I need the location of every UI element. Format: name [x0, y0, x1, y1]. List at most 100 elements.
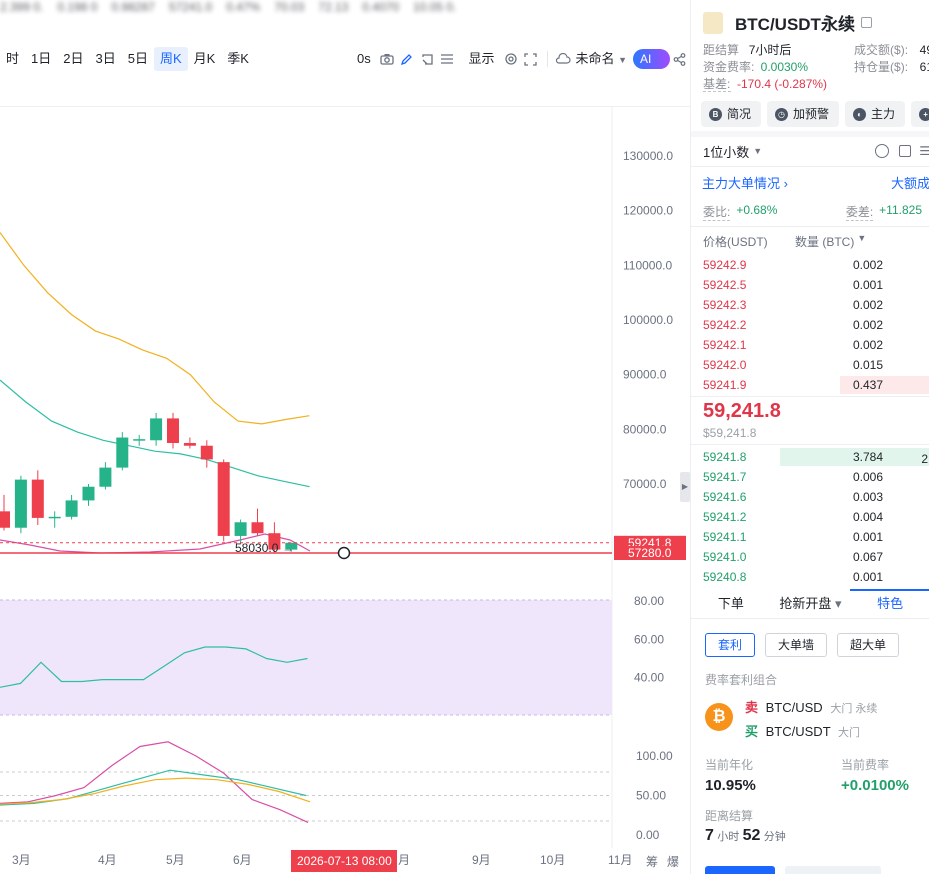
line-handle[interactable] [337, 546, 351, 560]
kline-chart[interactable]: 130000.0 120000.0 110000.0 100000.0 90000.0 8… [0, 0, 690, 874]
candle-body[interactable] [183, 443, 196, 446]
tab-1[interactable]: 抢新开盘 ▾ [771, 589, 851, 618]
candle-body[interactable] [251, 522, 264, 534]
orderbook-row[interactable]: 59241.6 0.003 [691, 487, 929, 507]
candle-body[interactable] [167, 418, 179, 443]
tab-0[interactable]: 下单 [691, 589, 771, 618]
fullscreen-icon[interactable] [524, 47, 538, 71]
interval-5[interactable]: 周K [153, 47, 188, 71]
cloud-icon[interactable] [555, 47, 572, 71]
sell-symbol: BTC/USD [765, 700, 823, 715]
candle-body[interactable] [217, 462, 230, 536]
candle-body[interactable] [31, 479, 44, 518]
candle-body[interactable] [285, 542, 298, 550]
price-axis-label: 90000.0 [623, 368, 667, 382]
interval-2[interactable]: 2日 [63, 51, 84, 66]
indicator1-axis-label: 40.00 [634, 671, 664, 685]
price-axis-label: 130000.0 [623, 149, 673, 163]
tab-label: 特色 [877, 596, 904, 611]
grid-icon[interactable] [440, 47, 454, 71]
orderbook-row[interactable]: 59242.0 0.015 [691, 355, 929, 375]
time-axis-label: 6月 [233, 853, 252, 867]
pen-icon[interactable] [400, 47, 414, 71]
candle-body[interactable] [150, 418, 163, 441]
settings-icon[interactable] [503, 47, 517, 71]
list-icon[interactable]: ☰ [919, 144, 929, 158]
order-qty: 0.003 [853, 490, 884, 504]
order-price: 59241.0 [703, 550, 747, 564]
interval-1[interactable]: 1日 [31, 51, 52, 66]
symbol-title: BTC/USDT永续 [735, 15, 855, 34]
interval-7[interactable]: 季K [227, 51, 249, 66]
ticker-item: 0.98287 [111, 0, 155, 14]
orderbook-row[interactable]: 59241.9 0.437 [691, 375, 929, 395]
candle-body[interactable] [116, 437, 129, 468]
candle-body[interactable] [200, 445, 213, 460]
orderbook-row[interactable]: 59241.1 0.001 [691, 527, 929, 547]
interval-3[interactable]: 3日 [95, 51, 116, 66]
indicator2-axis-label: 50.00 [636, 789, 666, 803]
camera-icon[interactable] [380, 47, 394, 71]
more-button[interactable]: + [911, 101, 929, 127]
ma-orange-line [0, 232, 310, 425]
gear-icon[interactable] [875, 144, 890, 158]
orderbook-row[interactable]: 59241.8 3.784 2 [691, 447, 929, 467]
settle-label: 距结算 [703, 43, 740, 57]
orderbook-row[interactable]: 59240.8 0.001 [691, 567, 929, 587]
chip-0[interactable]: 套利 [705, 633, 756, 657]
depth-bar [840, 376, 929, 394]
share-icon[interactable] [673, 47, 687, 71]
interval-6[interactable]: 月K [193, 51, 216, 66]
chip-1[interactable]: 大单墙 [765, 633, 828, 657]
alert-button[interactable]: ◷ 加预警 [767, 101, 840, 127]
orderbook-row[interactable]: 59242.9 0.002 [691, 255, 929, 275]
candle-body[interactable] [133, 439, 146, 441]
candle-body[interactable] [234, 522, 247, 536]
copy-icon[interactable] [860, 17, 872, 28]
display-button[interactable]: 显示 [468, 51, 495, 66]
tab-2[interactable]: 特色 [850, 589, 929, 618]
indicator2-axis-label: 0.00 [636, 828, 660, 842]
right-panel: BTC/USDT永续 距结算 7小时后 成交额($): 49 资金费率: 0.0… [690, 0, 929, 874]
buy-sub: 大门 [838, 727, 861, 739]
orderbook-row[interactable]: 59242.5 0.001 [691, 275, 929, 295]
interval-0[interactable]: 时 [6, 51, 20, 66]
primary-action-button[interactable] [705, 866, 775, 874]
secondary-action-button[interactable] [785, 866, 881, 874]
candle-body[interactable] [268, 533, 281, 550]
divider [691, 444, 929, 445]
chip-2[interactable]: 超大单 [837, 633, 900, 657]
col-qty[interactable]: 数量 (BTC) [795, 235, 855, 249]
arrow-right-icon: → [282, 541, 294, 555]
collapse-panel-handle[interactable]: ▶ [680, 472, 690, 502]
overview-button[interactable]: B 简况 [701, 101, 762, 127]
orderbook-row[interactable]: 59241.2 0.004 [691, 507, 929, 527]
orderbook-row[interactable]: 59241.7 0.006 [691, 467, 929, 487]
decimals-select[interactable]: 1位小数 [703, 144, 750, 160]
section-divider [691, 131, 929, 137]
ai-interpret-button[interactable]: AI解读 [633, 49, 670, 106]
candle-body[interactable] [0, 511, 10, 528]
candle-body[interactable] [82, 486, 95, 501]
zero-seconds[interactable]: 0s [356, 51, 371, 66]
candle-body[interactable] [65, 500, 78, 517]
bids-list: 59241.8 3.784 2 59241.7 0.006 59241.6 0.003 592… [691, 447, 929, 587]
big-trade-link[interactable]: 大额成 [890, 176, 929, 191]
orderbook-row[interactable]: 59241.0 0.067 [691, 547, 929, 567]
layout-name-select[interactable]: 未命名 ▼ [573, 47, 629, 71]
candle-body[interactable] [14, 479, 27, 528]
big-order-label: 主力大单情况 [702, 176, 781, 191]
candle-body[interactable] [99, 467, 112, 487]
overview-label: 简况 [727, 107, 752, 121]
orderbook-row[interactable]: 59242.3 0.002 [691, 295, 929, 315]
orderbook-row[interactable]: 59242.2 0.002 [691, 315, 929, 335]
candle-body[interactable] [48, 516, 61, 519]
interval-4[interactable]: 5日 [127, 51, 148, 66]
window-icon[interactable] [899, 145, 912, 157]
orderbook-row[interactable]: 59242.1 0.002 [691, 335, 929, 355]
order-price: 59242.1 [703, 338, 747, 352]
order-qty: 0.006 [853, 470, 884, 484]
big-order-link[interactable]: 主力大单情况 › [702, 173, 788, 192]
layout-icon[interactable] [420, 47, 434, 71]
main-force-button[interactable]: ◐ 主力 [845, 101, 906, 127]
